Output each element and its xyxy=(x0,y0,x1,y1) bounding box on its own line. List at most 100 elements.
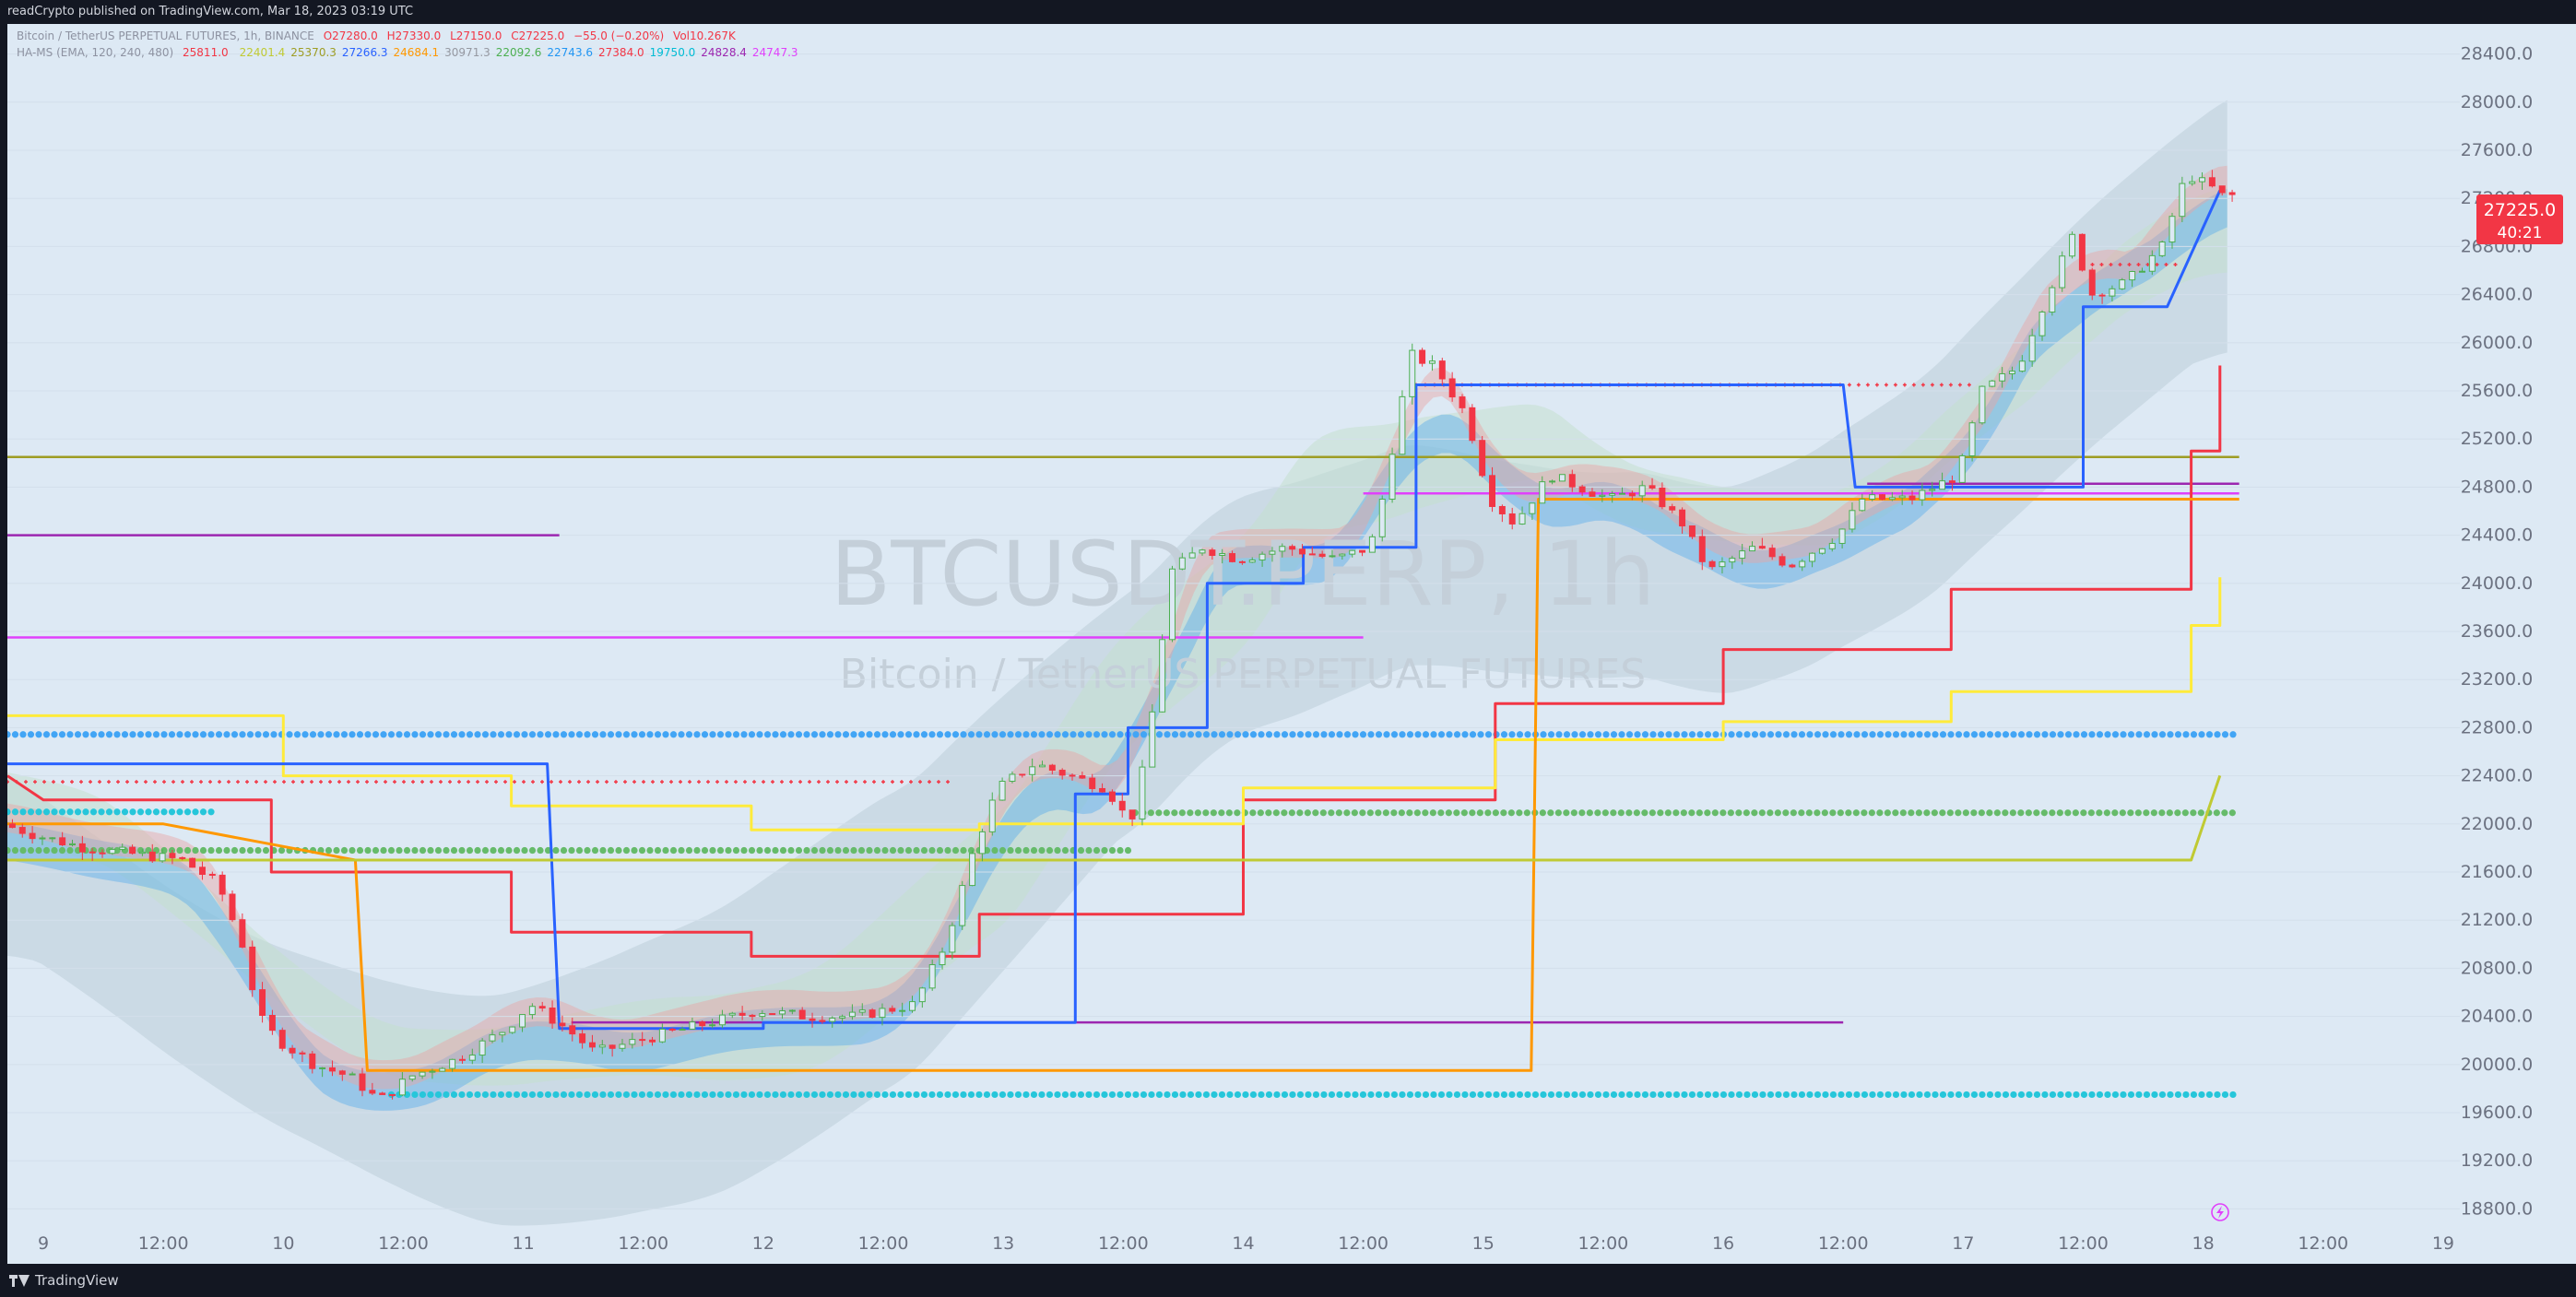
candle[interactable] xyxy=(338,1069,346,1081)
candle[interactable] xyxy=(1568,469,1576,492)
candle[interactable] xyxy=(1438,358,1446,386)
candle[interactable] xyxy=(109,846,116,855)
candle[interactable] xyxy=(1749,541,1755,552)
candle[interactable] xyxy=(1768,544,1776,560)
candle[interactable] xyxy=(1388,447,1396,503)
candle[interactable] xyxy=(199,861,206,880)
candle[interactable] xyxy=(2158,240,2166,258)
candle[interactable] xyxy=(39,835,46,845)
candle[interactable] xyxy=(1099,783,1106,793)
candle[interactable] xyxy=(1199,548,1206,556)
candle[interactable] xyxy=(1879,494,1885,501)
candle[interactable] xyxy=(2018,355,2026,373)
candle[interactable] xyxy=(1888,491,1896,501)
candle[interactable] xyxy=(649,1036,656,1046)
candle[interactable] xyxy=(1558,474,1566,482)
candle[interactable] xyxy=(769,1013,776,1016)
candle[interactable] xyxy=(239,913,246,949)
candle[interactable] xyxy=(949,922,956,960)
candle[interactable] xyxy=(1048,763,1056,774)
candle[interactable] xyxy=(2168,212,2176,249)
candle[interactable] xyxy=(709,1018,716,1029)
candle[interactable] xyxy=(1089,773,1096,793)
candle[interactable] xyxy=(509,1026,516,1034)
candle[interactable] xyxy=(1428,355,1436,371)
candle[interactable] xyxy=(1139,760,1146,826)
candle[interactable] xyxy=(1958,454,1966,483)
candle[interactable] xyxy=(1079,772,1086,779)
candle[interactable] xyxy=(78,835,86,860)
lightning-icon[interactable] xyxy=(2211,1203,2229,1221)
candle[interactable] xyxy=(749,1013,756,1021)
candle[interactable] xyxy=(1349,549,1356,558)
candle[interactable] xyxy=(1669,503,1676,513)
candle[interactable] xyxy=(359,1067,366,1097)
candle[interactable] xyxy=(739,1006,746,1020)
candle[interactable] xyxy=(1708,560,1716,570)
candle[interactable] xyxy=(1539,476,1546,504)
candle[interactable] xyxy=(1508,507,1516,530)
candle[interactable] xyxy=(909,996,916,1013)
candle[interactable] xyxy=(2199,171,2206,190)
yellow-step[interactable] xyxy=(7,577,2222,831)
candle[interactable] xyxy=(1209,548,1216,560)
candle[interactable] xyxy=(2129,270,2136,288)
candle[interactable] xyxy=(1869,489,1876,501)
candle[interactable] xyxy=(1308,546,1316,556)
candle[interactable] xyxy=(1719,557,1726,574)
candle[interactable] xyxy=(528,1003,536,1020)
price-chart[interactable]: BTCUSDT.PERP, 1h Bitcoin / TetherUS PERP… xyxy=(7,24,2576,1264)
candle[interactable] xyxy=(1948,475,1956,491)
candle[interactable] xyxy=(179,856,186,861)
candle[interactable] xyxy=(869,1008,876,1019)
candle[interactable] xyxy=(819,1016,826,1024)
candle[interactable] xyxy=(1399,390,1406,455)
candle[interactable] xyxy=(1318,550,1326,559)
candle[interactable] xyxy=(219,871,226,902)
candle[interactable] xyxy=(1298,544,1306,558)
candle[interactable] xyxy=(1419,348,1426,367)
candle[interactable] xyxy=(1178,552,1186,571)
candle[interactable] xyxy=(1828,538,1836,552)
candle[interactable] xyxy=(1229,550,1236,563)
candle[interactable] xyxy=(328,1060,336,1077)
candle[interactable] xyxy=(69,839,76,847)
candle[interactable] xyxy=(2208,170,2216,188)
candle[interactable] xyxy=(798,1007,806,1020)
candle[interactable] xyxy=(918,986,926,1008)
candle[interactable] xyxy=(1058,768,1066,780)
candle[interactable] xyxy=(879,1003,886,1026)
candle[interactable] xyxy=(2109,285,2116,302)
candle[interactable] xyxy=(229,890,236,923)
candle[interactable] xyxy=(89,848,96,861)
candle[interactable] xyxy=(319,1067,326,1078)
blue-step[interactable] xyxy=(7,189,2222,1031)
candle[interactable] xyxy=(1009,771,1016,784)
candle[interactable] xyxy=(249,940,256,997)
candle[interactable] xyxy=(18,823,26,838)
candle[interactable] xyxy=(1648,478,1656,490)
tradingview-logo[interactable]: TradingView xyxy=(9,1264,119,1297)
candle[interactable] xyxy=(939,947,946,970)
candle[interactable] xyxy=(1919,482,1926,506)
candle[interactable] xyxy=(519,1014,526,1032)
candle[interactable] xyxy=(1238,560,1246,565)
candle[interactable] xyxy=(699,1020,706,1032)
candle[interactable] xyxy=(779,1007,786,1020)
candle[interactable] xyxy=(1359,549,1366,557)
candle[interactable] xyxy=(998,777,1006,801)
candle[interactable] xyxy=(1628,490,1636,501)
candle[interactable] xyxy=(759,1009,766,1021)
candle[interactable] xyxy=(538,1001,546,1012)
candle[interactable] xyxy=(928,959,936,991)
candle[interactable] xyxy=(159,849,166,863)
candle[interactable] xyxy=(2119,277,2126,290)
candle[interactable] xyxy=(1789,563,1796,569)
candle[interactable] xyxy=(1108,789,1116,806)
candle[interactable] xyxy=(1279,543,1286,558)
candle[interactable] xyxy=(468,1048,476,1065)
candle[interactable] xyxy=(1409,343,1416,405)
candle[interactable] xyxy=(1159,634,1166,713)
candle[interactable] xyxy=(718,1009,726,1029)
candle[interactable] xyxy=(1968,420,1976,462)
